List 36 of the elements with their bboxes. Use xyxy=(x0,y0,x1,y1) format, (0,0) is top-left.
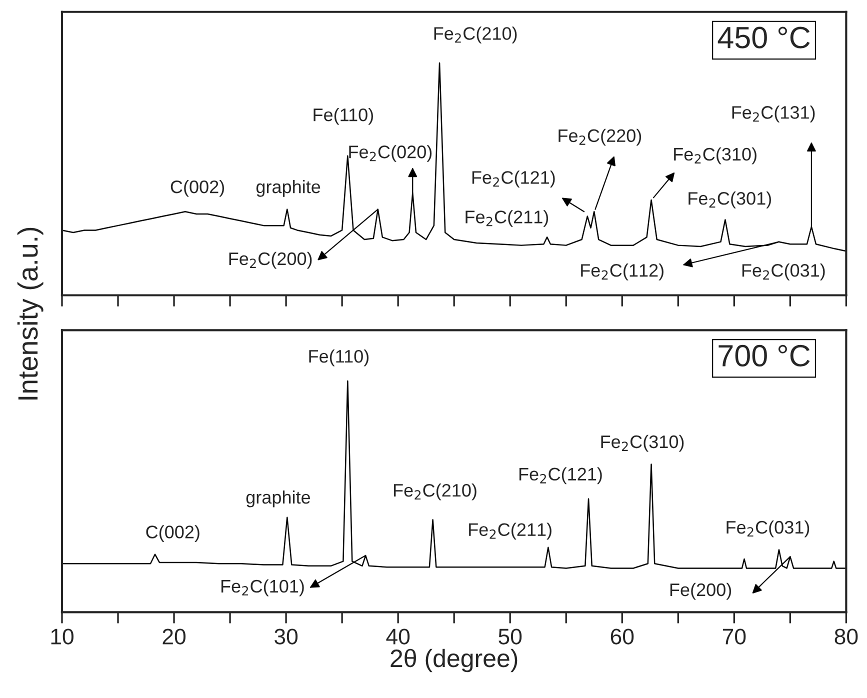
x-tick-label: 60 xyxy=(610,628,634,644)
x-tick-label: 30 xyxy=(274,628,298,644)
text: 450 °C xyxy=(718,26,810,48)
annotation: Fe$_{2}$C(101) xyxy=(221,579,304,596)
annotation: C(002) xyxy=(146,525,200,542)
x-tick-label: 80 xyxy=(834,628,858,644)
y-axis-title: Intensity (a.u.) xyxy=(17,228,44,400)
annotation: Fe$_{2}$C(112) xyxy=(581,264,664,280)
annotation: Fe$_{2}$C(211) xyxy=(466,210,548,227)
annotation: Fe$_{2}$C(210) xyxy=(394,483,476,500)
annotation: Fe$_{2}$C(131) xyxy=(732,106,815,122)
annotation: Fe$_{2}$C(200) xyxy=(229,252,312,269)
annotation: Fe$_{2}$C(220) xyxy=(558,128,642,146)
annotation: Fe$_{2}$C(301) xyxy=(688,192,772,208)
x-tick-label: 50 xyxy=(498,628,522,644)
annotation: graphite xyxy=(246,490,310,508)
x-tick-label: 20 xyxy=(162,628,186,644)
annotation: Fe$_{2}$C(121) xyxy=(519,467,602,484)
annotation: Fe(110) xyxy=(314,108,374,125)
annotation: Fe$_{2}$C(031) xyxy=(726,520,810,538)
annotation: Fe$_{2}$C(020) xyxy=(349,145,432,162)
annotation: Fe$_{2}$C(211) xyxy=(469,522,552,540)
x-tick-label: 10 xyxy=(51,628,74,644)
annotation: Fe$_{2}$C(121) xyxy=(472,170,555,188)
annotation: C(002) xyxy=(170,180,224,197)
x-tick-label: 40 xyxy=(386,628,410,644)
annotation: Fe$_{2}$C(210) xyxy=(434,26,517,44)
annotation: graphite xyxy=(256,180,320,197)
text: 700 °C xyxy=(718,344,810,367)
x-tick-label: 70 xyxy=(722,628,746,644)
x-axis-title: 2θ (degree) xyxy=(390,648,518,672)
annotation: Fe$_{2}$C(310) xyxy=(601,434,684,452)
annotation: Fe(200) xyxy=(670,582,732,600)
annotation: Fe$_{2}$C(031) xyxy=(742,264,825,280)
annotation: Fe$_{2}$C(310) xyxy=(674,147,756,164)
annotation: Fe(110) xyxy=(309,349,369,366)
